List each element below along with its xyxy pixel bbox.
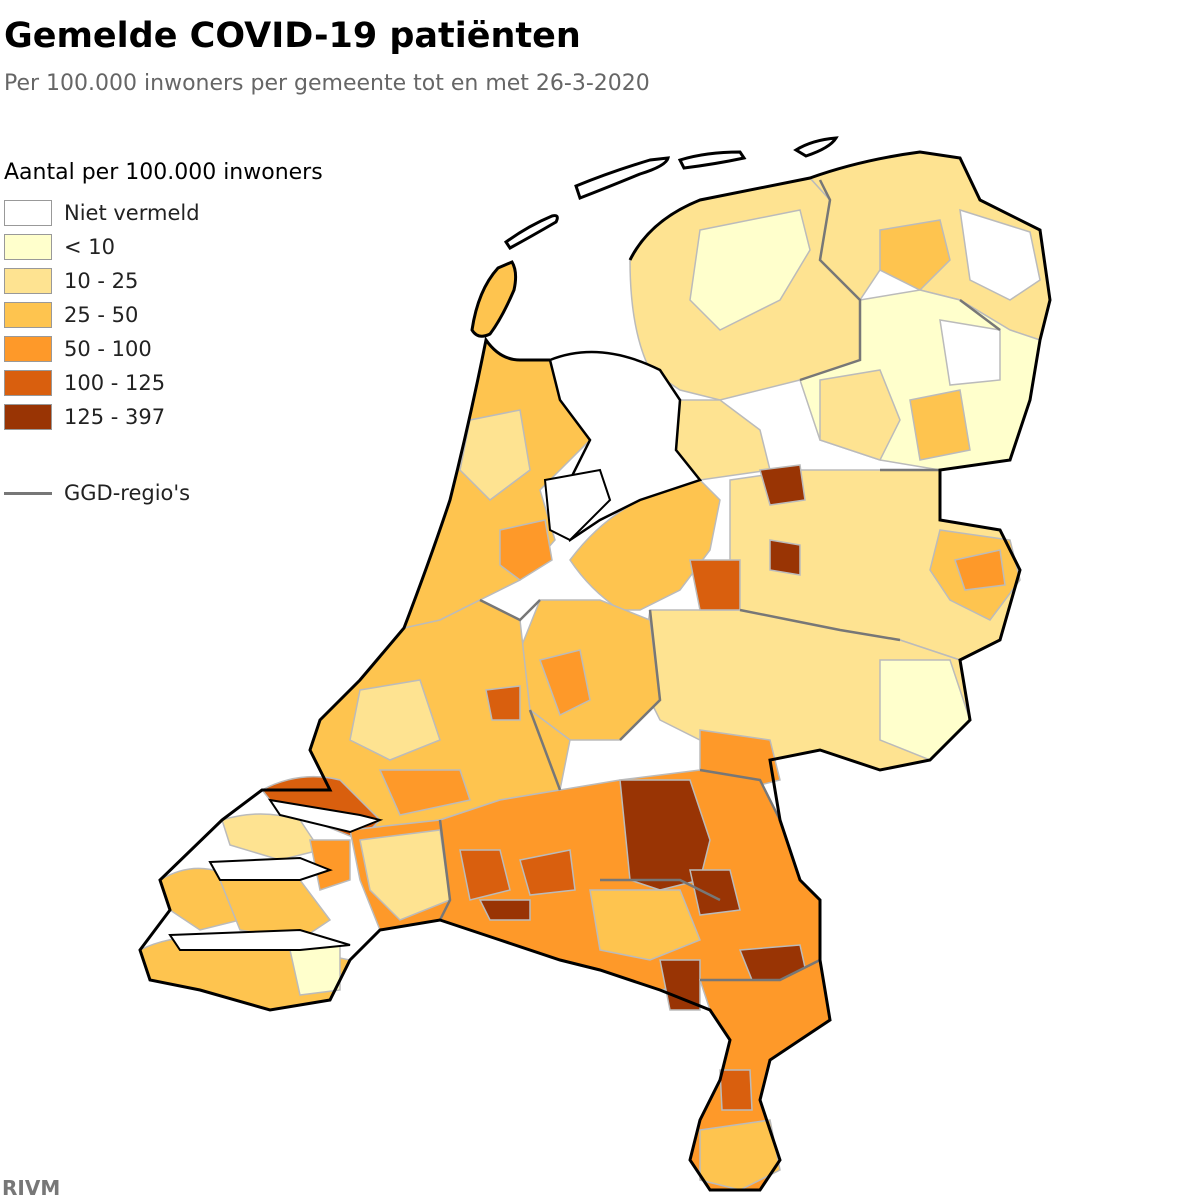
- legend-item-125-397: 125 - 397: [4, 400, 364, 434]
- island-terschelling: [574, 156, 670, 200]
- region-noord-holland-light: [459, 409, 531, 501]
- legend-label: 10 - 25: [64, 269, 139, 293]
- region-groningen-east: [959, 208, 1041, 301]
- region-zwolle-hot: [759, 464, 806, 506]
- region-groningen-mid: [879, 219, 951, 291]
- map-title: Gemelde COVID-19 patiënten: [4, 16, 581, 56]
- legend-item-10-25: 10 - 25: [4, 264, 364, 298]
- region-walcheren: [159, 867, 242, 931]
- legend-label: 50 - 100: [64, 337, 152, 361]
- legend-item-not-reported: Niet vermeld: [4, 196, 364, 230]
- island-ameland: [677, 150, 747, 170]
- legend-label: < 10: [64, 235, 115, 259]
- legend-swatch: [4, 370, 52, 396]
- oosterschelde: [208, 856, 333, 881]
- island-schiermonnikoog: [793, 136, 839, 158]
- legend-label: 125 - 397: [64, 405, 166, 429]
- region-drenthe-white: [939, 319, 1001, 386]
- legend-item-ggd-regions: GGD-regio's: [4, 478, 190, 508]
- markermeer: [543, 468, 612, 542]
- region-breda: [459, 849, 511, 901]
- region-friesland-inner: [689, 209, 811, 331]
- legend-swatch: [4, 234, 52, 260]
- region-flevoland: [569, 479, 721, 611]
- region-gelderland-orange: [689, 559, 741, 611]
- country-outline: [138, 150, 1052, 1192]
- wadden-islands: [470, 136, 839, 338]
- region-roermond: [719, 1069, 753, 1111]
- legend-swatch: [4, 200, 52, 226]
- region-drenthe-sw: [819, 369, 901, 461]
- region-brabant-light: [359, 829, 451, 921]
- mainland-regions: [139, 151, 1051, 1191]
- westerschelde: [168, 928, 351, 951]
- map-subtitle: Per 100.000 inwoners per gemeente tot en…: [4, 71, 650, 96]
- legend-swatch: [4, 404, 52, 430]
- region-overijssel-hot: [769, 539, 801, 576]
- legend-swatch: [4, 336, 52, 362]
- legend-label: 100 - 125: [64, 371, 166, 395]
- haringvliet: [267, 798, 384, 834]
- region-rotterdam-orange: [485, 685, 521, 721]
- legend-item-50-100: 50 - 100: [4, 332, 364, 366]
- region-uden-hot: [689, 869, 741, 916]
- legend: Aantal per 100.000 inwoners Niet vermeld…: [4, 158, 364, 434]
- region-hoeksche: [378, 769, 471, 816]
- region-zuid-holland-light: [349, 679, 441, 761]
- legend-line-label: GGD-regio's: [64, 481, 191, 505]
- region-twente-hot: [954, 549, 1006, 591]
- legend-swatch: [4, 302, 52, 328]
- source-credit: RIVM: [2, 1176, 61, 1200]
- region-breda-hot: [478, 899, 531, 921]
- region-eindhoven: [589, 889, 701, 961]
- legend-line-swatch: [4, 491, 52, 495]
- legend-label: 25 - 50: [64, 303, 139, 327]
- legend-swatch: [4, 268, 52, 294]
- legend-item-lt-10: < 10: [4, 230, 364, 264]
- region-amsterdam: [499, 519, 553, 581]
- legend-title: Aantal per 100.000 inwoners: [4, 160, 323, 185]
- zeeland-water: [168, 798, 384, 951]
- region-schouwen: [221, 813, 322, 861]
- legend-label: Niet vermeld: [64, 201, 200, 225]
- region-drenthe-se: [909, 389, 971, 461]
- region-tilburg: [519, 849, 576, 896]
- island-texel: [470, 260, 518, 338]
- legend-item-100-125: 100 - 125: [4, 366, 364, 400]
- island-vlieland: [503, 214, 559, 250]
- region-zuid-limburg: [699, 1119, 781, 1191]
- region-utrecht-orange: [539, 649, 591, 717]
- legend-item-25-50: 25 - 50: [4, 298, 364, 332]
